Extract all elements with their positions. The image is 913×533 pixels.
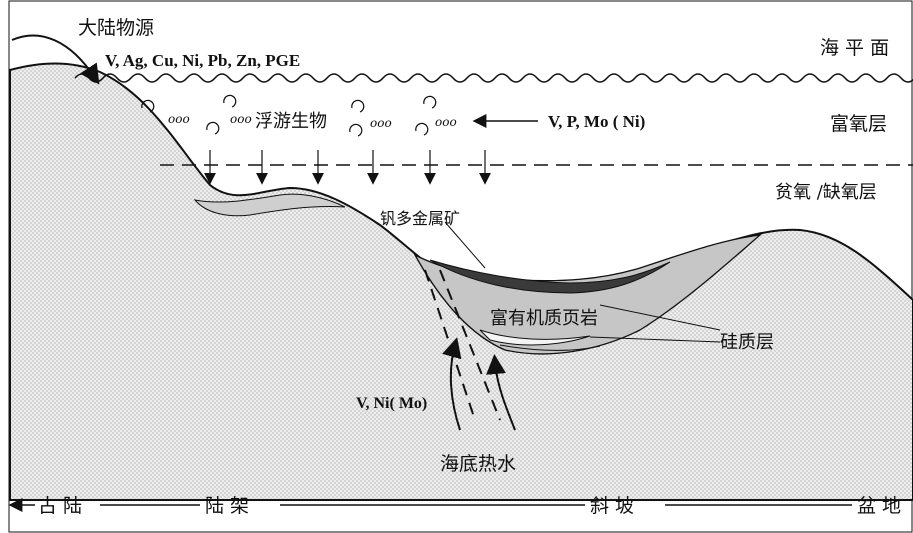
oxic-layer-label: 富氧层 xyxy=(830,113,887,135)
plankton-label: 浮游生物 xyxy=(255,111,327,132)
source-elements-label: V, Ag, Cu, Ni, Pb, Zn, PGE xyxy=(105,51,300,70)
zone-basin: 盆 地 xyxy=(857,495,901,517)
shale-label: 富有机质页岩 xyxy=(490,308,598,329)
anoxic-layer-label: 贫氧 /缺氧层 xyxy=(775,182,877,203)
sea-level-label: 海 平 面 xyxy=(820,37,889,59)
zone-slope: 斜 坡 xyxy=(590,495,634,517)
hydrothermal-label: 海底热水 xyxy=(440,453,516,475)
hydrothermal-arrow-2 xyxy=(486,354,516,431)
siliceous-lens xyxy=(479,329,591,346)
ore-label: 钒多金属矿 xyxy=(380,209,460,228)
ore-layer xyxy=(429,259,671,294)
fault-line-1 xyxy=(424,269,476,421)
ore-leader xyxy=(444,221,486,269)
siliceous-leader-2 xyxy=(589,336,721,343)
plankton-ooo-1: ooo xyxy=(168,112,190,126)
shelf-deposit xyxy=(193,193,346,217)
siliceous-lens-2 xyxy=(499,344,601,351)
sinking-arrows xyxy=(204,150,491,185)
hydrothermal-elements-label: V, Ni( Mo) xyxy=(356,395,427,412)
zone-shelf: 陆 架 xyxy=(205,495,249,517)
fault-line-2 xyxy=(439,269,501,421)
plankton-ooo-4: ooo xyxy=(435,115,457,129)
sea-level-line xyxy=(74,73,913,83)
siliceous-label: 硅质层 xyxy=(720,332,774,353)
plankton-marks xyxy=(141,94,437,137)
plankton-ooo-2: ooo xyxy=(230,112,252,126)
zone-old-land: 古 陆 xyxy=(38,495,82,517)
plankton-elements-label: V, P, Mo ( Ni) xyxy=(548,112,645,131)
continental-source-label: 大陆物源 xyxy=(78,17,154,39)
hydrothermal-arrow-1 xyxy=(442,337,462,431)
siliceous-leader-1 xyxy=(599,304,721,331)
continental-source-arrow xyxy=(11,34,100,85)
plankton-ooo-3: ooo xyxy=(370,116,392,130)
